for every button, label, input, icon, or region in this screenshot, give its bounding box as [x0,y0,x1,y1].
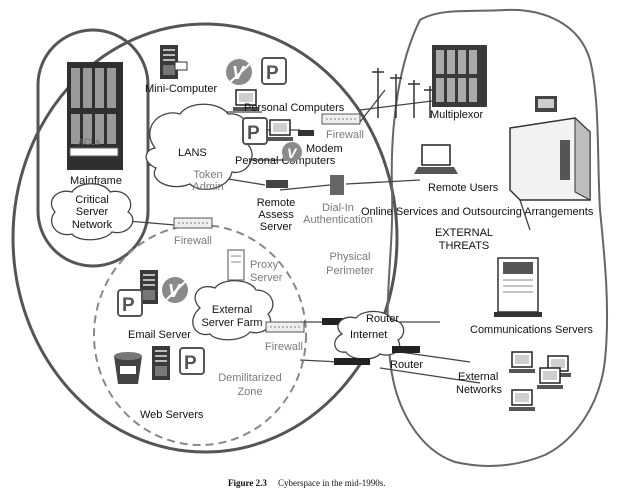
lans-label: LANS [178,147,207,159]
web-server-tower-icon [152,346,170,380]
firewall-left-icon [173,217,213,229]
internet-cloud [334,310,405,360]
patch-badge-top: P [261,57,287,85]
lans-cloud [145,103,253,190]
router-label: Router [390,359,423,371]
multiplexor-label: Multiplexor [430,109,484,121]
token-label-2: Admin [192,181,223,193]
remote-assess-label-2: Assess [258,209,294,221]
dial-in-label-1: Dial-In [322,202,354,214]
svg-text:V: V [287,145,298,161]
dial-in-icon [330,175,344,195]
personal-computer-mid-icon [266,119,294,142]
remote-assess-server-icon [266,180,288,188]
router-internet-label-1: Router [366,313,399,325]
mini-computer-terminal-icon [174,61,188,71]
remote-users-label: Remote Users [428,182,499,194]
remote-assess-label-3: Server [260,221,293,233]
virus-badge-mid: V [282,142,302,162]
patch-badge-email: P [117,289,143,317]
telephone-poles-icon [372,68,436,118]
firewall-dmz-label: Firewall [265,341,303,353]
external-network-pc-1-icon [508,351,536,374]
dmz-label-1: Demilitarized [218,372,282,384]
external-network-pc-3-icon [508,389,536,412]
physical-label-1: Physical [330,251,371,263]
dial-in-label-2: Authentication [303,214,373,226]
external-networks-label-1: External [458,371,498,383]
physical-label-2: Perimeter [326,265,374,277]
critical-zone-boundary [36,28,150,268]
svg-text:P: P [122,295,135,316]
external-server-farm-cloud [192,280,274,341]
external-threats-label-1: EXTERNAL [435,227,493,239]
virus-badge-email: V [162,277,188,303]
patch-badge-mid: P [242,117,268,145]
critical-server-network-cloud [50,183,134,241]
external-farm-label-1: External [212,304,252,316]
svg-text:P: P [247,123,260,144]
router-lower-icon [334,358,370,365]
email-server-label: Email Server [128,329,191,341]
mainframe-icon [67,62,123,170]
acls-label: ACLs [78,137,101,147]
patch-badge-web: P [179,347,205,375]
svg-text:P: P [266,63,279,84]
critical-label-2: Server [76,206,109,218]
modem-icon [298,130,314,136]
firewall-left-label: Firewall [174,235,212,247]
critical-label-3: Network [72,219,113,231]
personal-computers-top-label: Personal Computers [244,102,345,114]
physical-perimeter-boundary [11,22,399,454]
critical-label-1: Critical [75,194,109,206]
router-right-icon [392,346,420,353]
multiplexor-icon [432,45,487,107]
external-networks-label-2: Networks [456,384,502,396]
external-farm-label-2: Server Farm [201,317,262,329]
proxy-server-icon [227,249,245,281]
modem-label: Modem [306,143,343,155]
bucket-icon [114,352,142,384]
communications-server-icon [494,257,542,317]
figure-caption: Cyberspace in the mid-1990s. [278,478,385,488]
online-services-mainframe-icon [509,96,591,201]
web-servers-label: Web Servers [140,409,204,421]
router-internet-label-2: Internet [350,329,387,341]
remote-assess-label-1: Remote [257,197,296,209]
figure-number: Figure 2.3 [228,478,267,488]
svg-text:P: P [184,353,197,374]
communications-servers-label: Communications Servers [470,324,593,336]
proxy-label-1: Proxy [250,259,279,271]
proxy-label-2: Server [250,272,283,284]
personal-computers-mid-label: Personal Computers [235,155,336,167]
mini-computer-label: Mini-Computer [145,83,217,95]
token-label-1: Token [193,169,222,181]
firewall-dmz-icon [265,321,305,333]
virus-badge-top: V [226,59,253,85]
firewall-top-label: Firewall [326,129,364,141]
remote-user-laptop-icon [414,144,458,174]
firewall-top-icon [321,113,361,125]
external-network-pc-4-icon [536,367,564,390]
dmz-label-2: Zone [237,386,262,398]
online-services-label: Online Services and Outsourcing Arrangem… [361,206,594,218]
external-threats-label-2: THREATS [439,240,490,252]
external-threats-cloud [386,8,609,467]
